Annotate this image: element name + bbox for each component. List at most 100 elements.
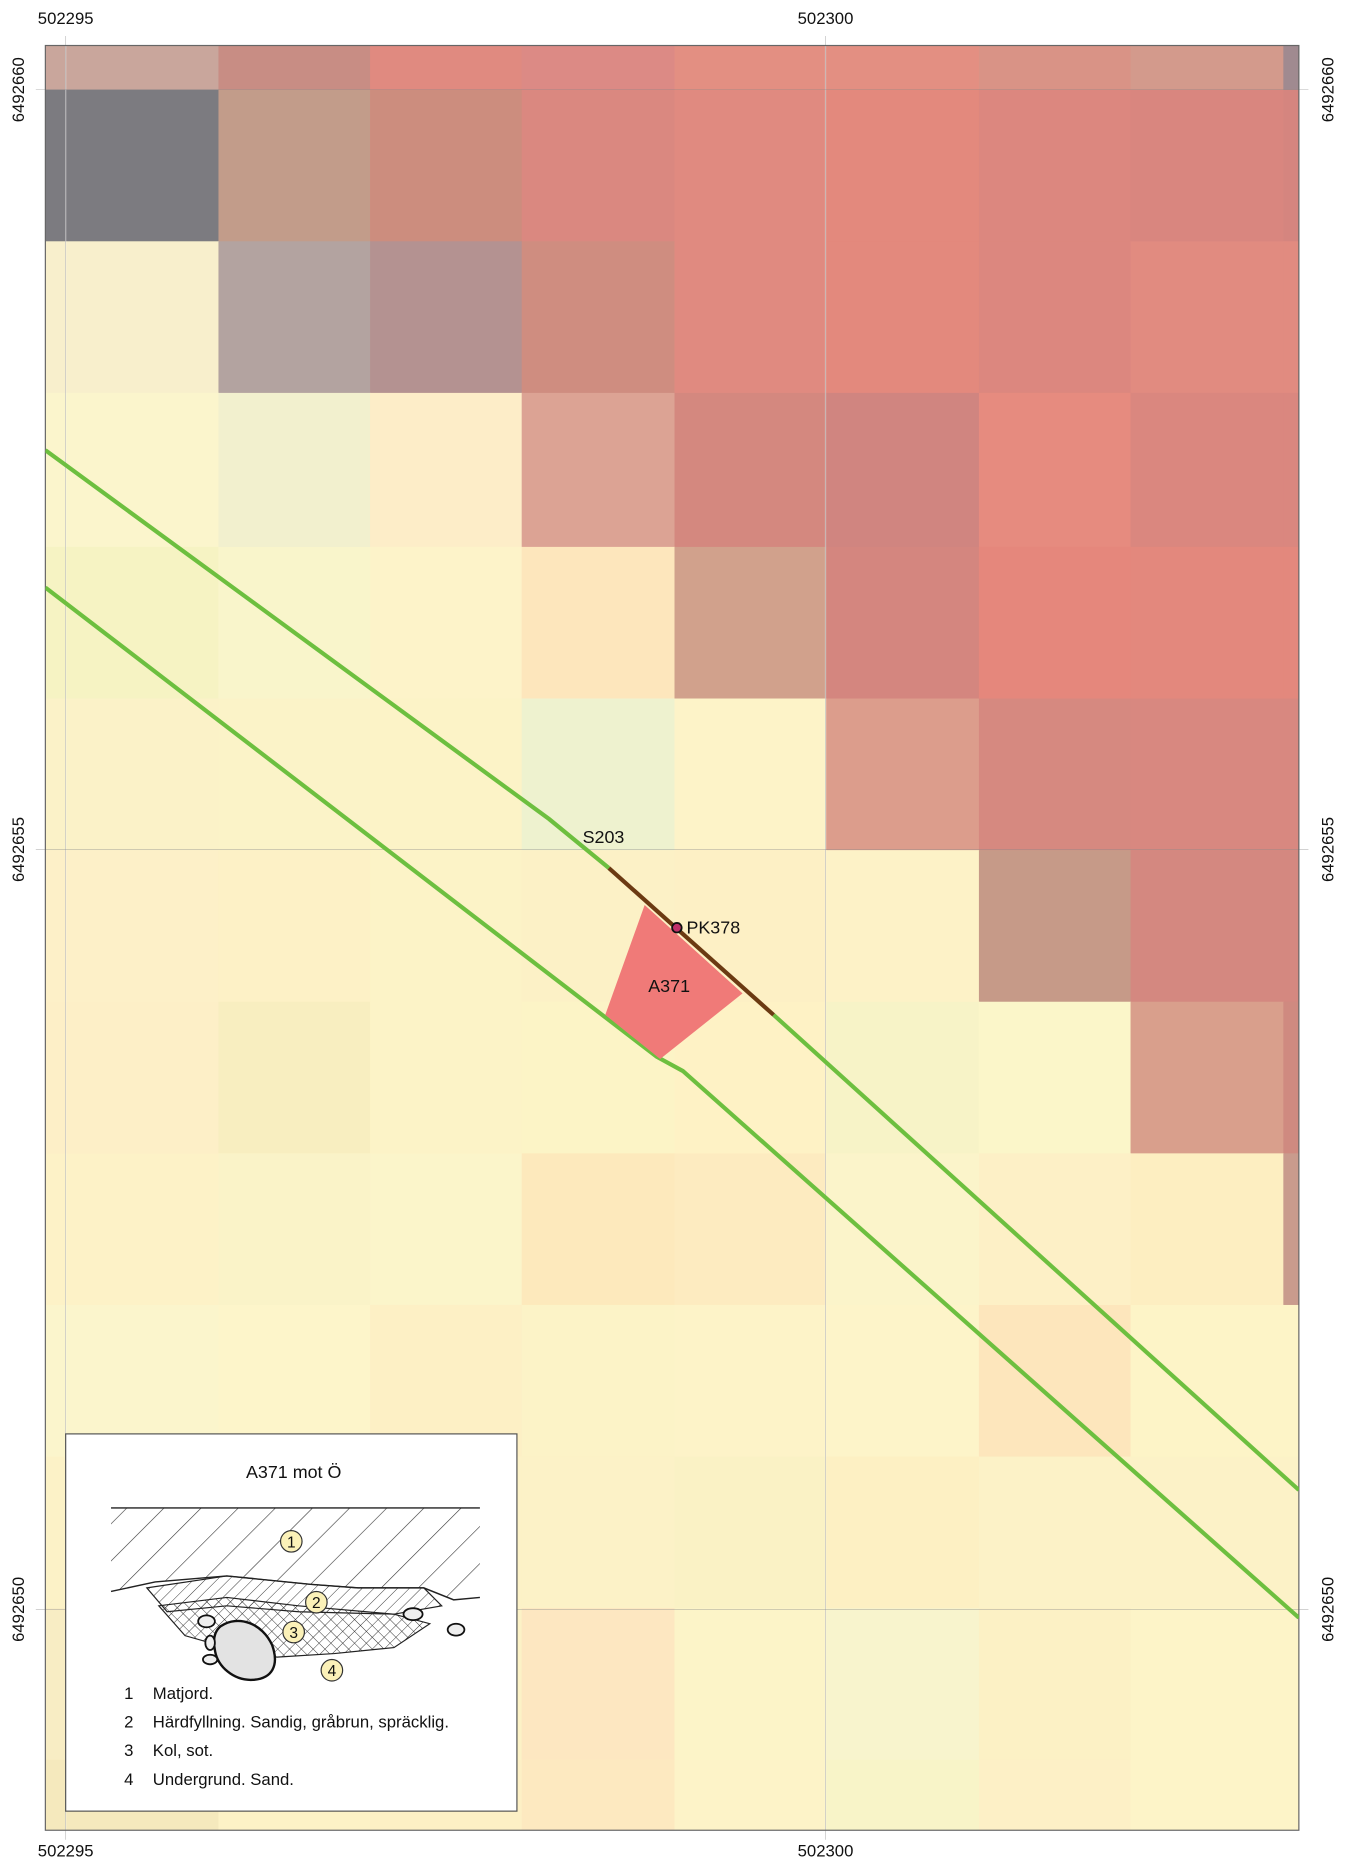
raster-cell xyxy=(674,1304,827,1458)
raster-cell xyxy=(1130,89,1284,242)
legend-number: 4 xyxy=(124,1770,133,1789)
raster-cell xyxy=(1130,546,1284,700)
raster-cell xyxy=(826,698,980,851)
layer-number: 3 xyxy=(289,1625,298,1642)
raster-cell xyxy=(45,241,220,394)
raster-cell xyxy=(370,89,523,242)
raster-cell xyxy=(218,45,371,91)
northing-label: 6492655 xyxy=(9,817,28,882)
raster-cell xyxy=(978,45,1132,91)
raster-cell xyxy=(1283,1153,1299,1306)
raster-cell xyxy=(1130,241,1284,394)
raster-cell xyxy=(521,1608,676,1761)
raster-cell xyxy=(1283,1759,1299,1831)
raster-cell xyxy=(521,546,676,700)
legend: 1 Matjord. 2 Härdfyllning. Sandig, gråbrun,… xyxy=(124,1684,449,1789)
raster-cell xyxy=(370,392,523,548)
legend-text: Härdfyllning. Sandig, gråbrun, spräcklig… xyxy=(153,1713,449,1732)
raster-cell xyxy=(978,1153,1132,1306)
raster-cell xyxy=(1283,850,1299,1003)
raster-cell xyxy=(674,1759,827,1831)
raster-cell xyxy=(521,45,676,91)
raster-cell xyxy=(826,45,980,91)
legend-text: Kol, sot. xyxy=(153,1741,213,1760)
raster xyxy=(45,45,1299,1831)
layer-marker xyxy=(282,1620,306,1644)
raster-cell xyxy=(370,45,523,91)
raster-cell xyxy=(521,392,676,548)
raster-cell xyxy=(826,1001,980,1154)
raster-cell xyxy=(218,1153,371,1306)
raster-cell xyxy=(978,1456,1132,1609)
feature-label: A371 xyxy=(648,976,690,996)
stone xyxy=(446,1622,466,1637)
legend-number: 3 xyxy=(124,1741,133,1760)
raster-cell xyxy=(218,1001,371,1154)
raster-cell xyxy=(1130,1153,1284,1306)
raster-cell xyxy=(978,89,1132,242)
raster-cell xyxy=(521,1456,676,1609)
raster-cell xyxy=(1130,1759,1284,1831)
raster-cell xyxy=(1283,89,1299,242)
raster-cell xyxy=(1283,241,1299,394)
layer-number: 2 xyxy=(312,1595,321,1612)
raster-cell xyxy=(674,89,827,242)
raster-cell xyxy=(218,698,371,851)
raster-cell xyxy=(370,1304,523,1458)
raster-cell xyxy=(826,1456,980,1609)
point-label: PK378 xyxy=(686,918,740,938)
raster-cell xyxy=(370,241,523,394)
raster-cell xyxy=(674,1456,827,1609)
inset-title: A371 mot Ö xyxy=(246,1462,342,1482)
raster-cell xyxy=(826,850,980,1003)
raster-cell xyxy=(826,241,980,394)
raster-cell xyxy=(674,546,827,700)
raster-cell xyxy=(218,546,371,700)
northing-label: 6492650 xyxy=(1318,1577,1337,1642)
raster-cell xyxy=(521,1304,676,1458)
raster-cell xyxy=(674,698,827,851)
easting-label: 502300 xyxy=(798,9,854,28)
raster-cell xyxy=(218,89,371,242)
raster-cell xyxy=(1283,1608,1299,1761)
raster-cell xyxy=(978,392,1132,548)
raster-cell xyxy=(521,698,676,851)
raster-cell xyxy=(826,1153,980,1306)
raster-cell xyxy=(521,1759,676,1831)
features: S203 PK378 A371 xyxy=(45,448,1299,1620)
raster-cell xyxy=(370,1153,523,1306)
raster-cell xyxy=(826,1759,980,1831)
raster-cell xyxy=(1283,1001,1299,1154)
raster-cell xyxy=(45,698,220,851)
layer-number: 4 xyxy=(328,1663,337,1680)
trench-edge xyxy=(45,448,611,870)
raster-cell xyxy=(1130,45,1284,91)
northing-label: 6492660 xyxy=(1318,57,1337,122)
layer-marker xyxy=(320,1658,344,1682)
stone xyxy=(197,1614,216,1629)
raster-cell xyxy=(978,1759,1132,1831)
raster-cell xyxy=(1283,1304,1299,1458)
legend-number: 2 xyxy=(124,1713,133,1732)
raster-cell xyxy=(1283,45,1299,91)
raster-cell xyxy=(1130,392,1284,548)
layer-marker xyxy=(279,1529,303,1553)
legend-number: 1 xyxy=(124,1684,133,1703)
easting-label: 502295 xyxy=(38,1842,94,1861)
northing-label: 6492660 xyxy=(9,57,28,122)
raster-cell xyxy=(1283,698,1299,851)
raster-cell xyxy=(45,546,220,700)
raster-cell xyxy=(1283,546,1299,700)
raster-cell xyxy=(826,1304,980,1458)
raster-cell xyxy=(521,89,676,242)
raster-cell xyxy=(521,241,676,394)
raster-cell xyxy=(1283,1456,1299,1609)
raster-cell xyxy=(826,392,980,548)
northing-label: 6492650 xyxy=(9,1577,28,1642)
raster-cell xyxy=(978,241,1132,394)
raster-cell xyxy=(45,1153,220,1306)
raster-cell xyxy=(1130,1001,1284,1154)
